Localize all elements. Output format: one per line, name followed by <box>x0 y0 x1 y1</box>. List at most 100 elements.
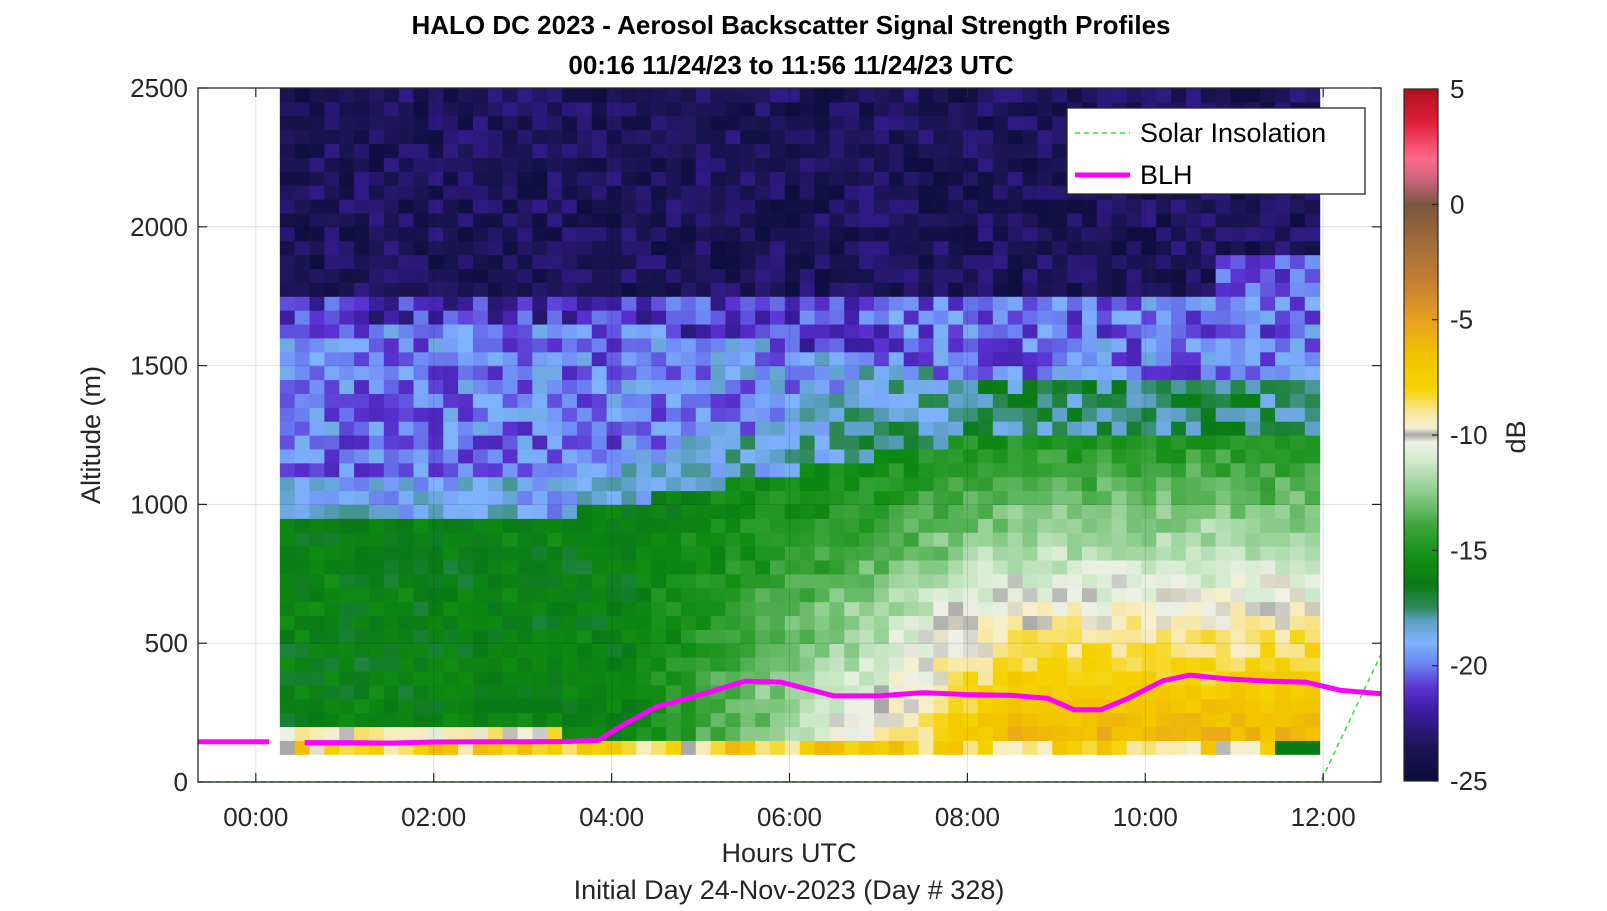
heatmap-cell <box>695 435 712 450</box>
heatmap-cell <box>799 143 816 158</box>
heatmap-cell <box>621 448 637 464</box>
heatmap-cell <box>1141 532 1157 547</box>
heatmap-cell <box>1230 643 1246 658</box>
heatmap-cell <box>666 268 682 283</box>
heatmap-cell <box>562 421 578 436</box>
heatmap-cell <box>1037 212 1053 228</box>
heatmap-cell <box>933 462 949 478</box>
heatmap-cell <box>1289 684 1306 700</box>
heatmap-cell <box>918 740 935 755</box>
heatmap-cell <box>1141 407 1157 422</box>
heatmap-cell <box>918 421 935 436</box>
heatmap-cell <box>1260 365 1276 381</box>
heatmap-cell <box>844 559 860 575</box>
heatmap-cell <box>547 518 563 533</box>
heatmap-cell <box>413 157 429 172</box>
heatmap-cell <box>532 240 548 256</box>
heatmap-cell <box>487 435 504 450</box>
heatmap-cell <box>621 337 637 353</box>
heatmap-cell <box>992 254 1009 270</box>
heatmap-cell <box>888 601 905 617</box>
heatmap-cell <box>1081 670 1098 686</box>
heatmap-cell <box>1185 518 1202 533</box>
heatmap-cell <box>576 129 593 145</box>
heatmap-cell <box>621 504 637 519</box>
heatmap-cell <box>1275 448 1291 464</box>
heatmap-cell <box>1200 740 1217 755</box>
heatmap-cell <box>770 143 786 158</box>
heatmap-cell <box>354 337 370 353</box>
heatmap-cell <box>487 296 504 311</box>
heatmap-cell <box>666 559 682 575</box>
heatmap-cell <box>695 337 712 353</box>
heatmap-cell <box>398 462 415 478</box>
heatmap-cell <box>1037 143 1053 158</box>
heatmap-cell <box>458 629 474 644</box>
y-tick-label: 1500 <box>130 351 188 381</box>
heatmap-cell <box>354 240 370 256</box>
heatmap-cell <box>1275 587 1291 603</box>
heatmap-cell <box>888 199 905 214</box>
heatmap-cell <box>636 518 652 533</box>
heatmap-cell <box>428 88 444 103</box>
heatmap-cell <box>339 171 355 186</box>
heatmap-cell <box>547 365 563 381</box>
heatmap-cell <box>918 518 935 533</box>
heatmap-cell <box>324 670 340 686</box>
heatmap-cell <box>398 587 415 603</box>
heatmap-cell <box>1171 254 1187 270</box>
heatmap-cell <box>1289 226 1306 242</box>
heatmap-cell <box>398 185 415 200</box>
heatmap-cell <box>309 365 325 381</box>
heatmap-cell <box>1289 254 1306 270</box>
heatmap-cell <box>428 185 444 200</box>
heatmap-cell <box>1007 185 1024 200</box>
heatmap-cell <box>1304 282 1321 297</box>
heatmap-cell <box>1111 518 1128 533</box>
heatmap-cell <box>918 504 935 519</box>
heatmap-cell <box>1245 615 1261 630</box>
heatmap-cell <box>1171 698 1187 714</box>
heatmap-cell <box>472 282 489 297</box>
heatmap-cell <box>1260 504 1276 519</box>
y-tick-label: 1000 <box>130 489 188 519</box>
heatmap-cell <box>1289 240 1306 256</box>
heatmap-cell <box>874 448 890 464</box>
heatmap-cell <box>680 212 697 228</box>
heatmap-cell <box>859 448 875 464</box>
heatmap-cell <box>1200 712 1217 728</box>
heatmap-cell <box>562 504 578 519</box>
heatmap-cell <box>1230 435 1246 450</box>
heatmap-cell <box>383 629 400 644</box>
heatmap-cell <box>1007 490 1024 505</box>
heatmap-cell <box>1111 657 1128 672</box>
heatmap-cell <box>710 476 727 492</box>
heatmap-cell <box>1111 323 1128 339</box>
heatmap-cell <box>591 615 608 630</box>
heatmap-cell <box>621 310 637 325</box>
heatmap-cell <box>844 310 860 325</box>
heatmap-cell <box>413 615 429 630</box>
heatmap-cell <box>755 643 771 658</box>
heatmap-cell <box>517 212 533 228</box>
heatmap-cell <box>562 462 578 478</box>
heatmap-cell <box>413 212 429 228</box>
heatmap-cell <box>1215 518 1232 533</box>
heatmap-cell <box>294 448 311 464</box>
heatmap-cell <box>1052 337 1068 353</box>
heatmap-cell <box>562 657 578 672</box>
heatmap-cell <box>339 88 355 103</box>
heatmap-cell <box>784 435 801 450</box>
heatmap-cell <box>963 740 979 755</box>
heatmap-cell <box>606 462 623 478</box>
heatmap-cell <box>710 407 727 422</box>
heatmap-cell <box>874 393 890 408</box>
heatmap-cell <box>1245 226 1261 242</box>
heatmap-cell <box>829 546 845 561</box>
heatmap-cell <box>680 171 697 186</box>
heatmap-cell <box>977 448 994 464</box>
heatmap-cell <box>977 365 994 381</box>
heatmap-cell <box>874 546 890 561</box>
heatmap-cell <box>740 393 756 408</box>
heatmap-cell <box>621 462 637 478</box>
